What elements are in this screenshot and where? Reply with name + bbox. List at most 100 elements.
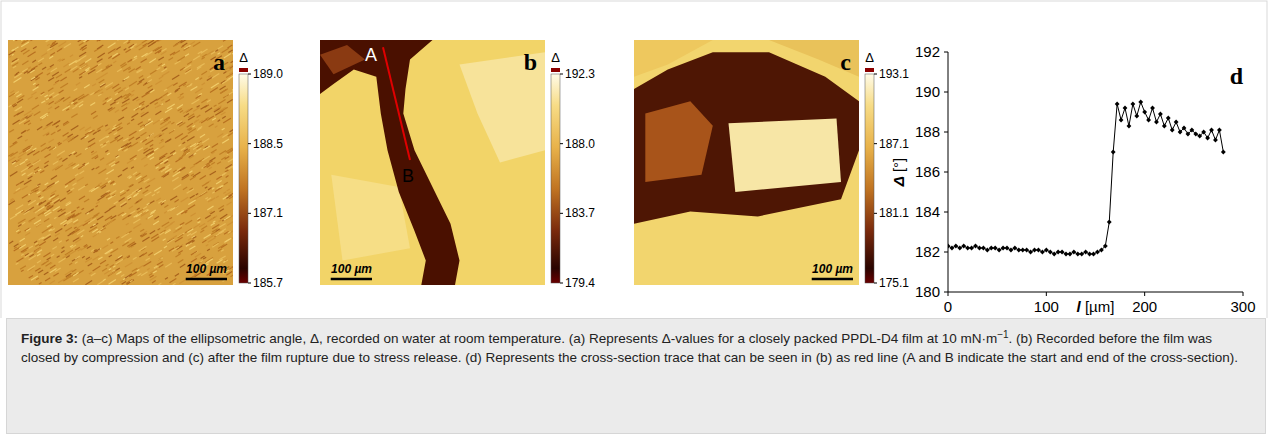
- texture: [128, 40, 135, 41]
- texture: [127, 42, 130, 44]
- texture: [83, 40, 86, 42]
- texture: [66, 256, 70, 258]
- texture: [98, 196, 105, 200]
- texture: [13, 40, 21, 41]
- texture: [48, 78, 54, 82]
- texture: [149, 273, 152, 275]
- texture: [157, 192, 160, 194]
- texture: [139, 76, 143, 79]
- texture: [82, 208, 85, 210]
- texture: [133, 219, 140, 223]
- texture: [182, 151, 190, 156]
- texture: [22, 186, 28, 190]
- texture: [98, 183, 101, 185]
- texture: [210, 198, 215, 201]
- texture: [219, 220, 222, 222]
- texture: [124, 49, 127, 51]
- texture: [45, 278, 50, 281]
- texture: [125, 274, 132, 278]
- texture: [146, 215, 153, 220]
- texture: [109, 206, 115, 210]
- texture: [131, 246, 134, 248]
- texture: [102, 67, 110, 72]
- texture: [212, 188, 215, 190]
- texture: [202, 156, 210, 161]
- texture: [12, 47, 18, 51]
- texture: [47, 146, 50, 148]
- texture: [13, 142, 17, 145]
- texture: [198, 221, 201, 223]
- texture: [74, 153, 77, 155]
- texture: [41, 101, 45, 103]
- texture: [127, 280, 134, 285]
- texture: [206, 245, 209, 247]
- texture: [205, 108, 212, 112]
- texture: [88, 70, 95, 75]
- texture: [190, 165, 195, 168]
- texture: [144, 179, 150, 183]
- texture: [49, 139, 54, 142]
- texture: [141, 108, 145, 110]
- texture: [181, 40, 188, 43]
- cross-section-line: [383, 47, 410, 160]
- texture: [130, 142, 138, 147]
- texture: [162, 172, 170, 177]
- texture: [139, 101, 144, 104]
- texture: [223, 40, 229, 41]
- texture: [99, 136, 107, 141]
- data-point: [969, 246, 974, 251]
- texture: [145, 121, 153, 126]
- texture: [167, 104, 175, 109]
- data-point: [1182, 126, 1187, 131]
- texture: [127, 190, 130, 192]
- colorbar-title: Δ: [239, 50, 248, 65]
- texture: [42, 116, 46, 119]
- colorbar-tick-label: 188.0: [565, 137, 595, 151]
- texture: [197, 115, 201, 117]
- texture: [203, 257, 206, 259]
- texture: [139, 79, 145, 83]
- texture: [110, 182, 114, 185]
- texture: [158, 228, 161, 230]
- texture: [221, 244, 227, 248]
- colorbar-tick: [560, 213, 563, 214]
- texture: [93, 116, 98, 119]
- texture: [58, 59, 61, 61]
- texture: [136, 99, 139, 101]
- texture: [209, 116, 214, 119]
- texture: [183, 187, 187, 190]
- texture: [208, 188, 212, 190]
- texture: [27, 163, 31, 165]
- texture: [141, 231, 147, 235]
- texture: [83, 163, 86, 165]
- texture: [175, 206, 178, 208]
- texture: [160, 118, 163, 120]
- texture: [84, 245, 88, 247]
- texture: [141, 272, 148, 276]
- texture: [112, 130, 115, 132]
- texture: [173, 185, 181, 190]
- texture: [156, 198, 161, 201]
- texture: [47, 47, 52, 50]
- y-tick: [944, 52, 948, 53]
- texture: [175, 246, 179, 248]
- texture: [57, 129, 60, 131]
- texture: [50, 265, 55, 268]
- texture: [63, 63, 69, 67]
- texture: [38, 58, 44, 62]
- texture: [211, 150, 217, 154]
- texture: [126, 103, 130, 105]
- texture: [92, 155, 98, 159]
- texture: [29, 256, 36, 261]
- texture: [117, 69, 122, 72]
- texture: [80, 127, 85, 130]
- texture: [180, 110, 183, 112]
- texture: [181, 136, 188, 140]
- texture: [155, 111, 161, 115]
- texture: [122, 87, 125, 89]
- texture: [160, 159, 168, 164]
- texture: [91, 209, 94, 211]
- texture: [91, 151, 97, 155]
- texture: [214, 105, 217, 107]
- texture: [193, 236, 197, 238]
